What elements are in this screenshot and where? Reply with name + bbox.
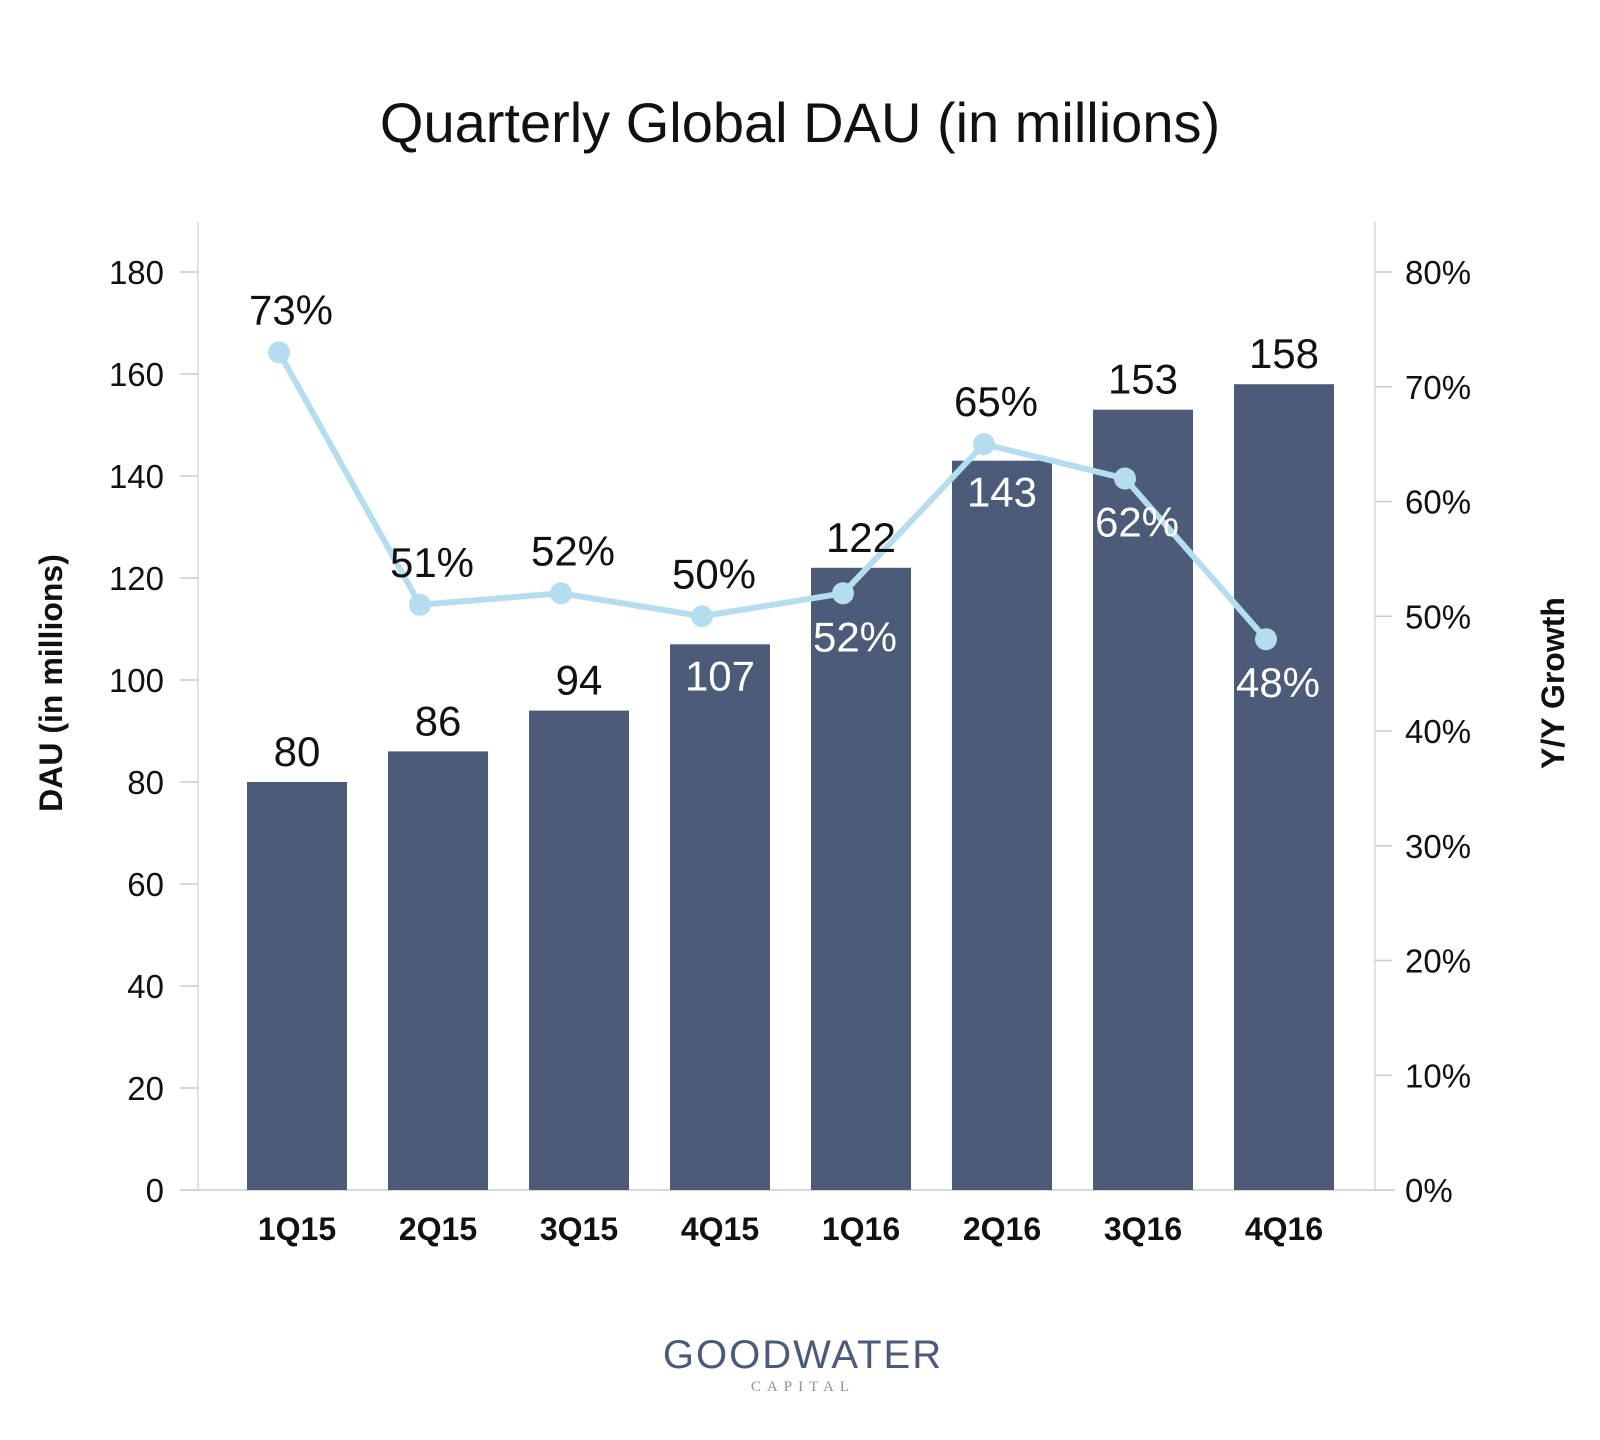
bar [529,710,629,1190]
bar [1234,384,1334,1190]
x-tick-label: 4Q16 [1245,1211,1323,1247]
bar-series [247,384,1334,1190]
bar-value-label: 153 [1108,356,1178,403]
growth-value-label: 73% [249,286,333,333]
bar-value-label: 80 [274,728,321,775]
growth-value-label: 51% [390,539,474,586]
logo-name: GOODWATER [663,1333,943,1377]
right-tick-label: 30% [1405,828,1471,865]
right-tick-label: 60% [1405,484,1471,521]
bar-value-label: 122 [826,514,896,561]
chart-title: Quarterly Global DAU (in millions) [380,91,1220,154]
bar-value-label: 158 [1249,330,1319,377]
right-axis-ticks: 0% 10% 20% 30% 40% 50% 60% 70% 80% [1375,254,1471,1209]
right-tick-label: 40% [1405,713,1471,750]
growth-point [832,582,854,605]
x-tick-label: 1Q16 [822,1211,900,1247]
bar-value-label: 143 [967,469,1037,516]
right-tick-label: 20% [1405,943,1471,980]
x-tick-label: 2Q16 [963,1211,1041,1247]
growth-point [550,582,572,605]
x-tick-label: 4Q15 [681,1211,759,1247]
bar [388,751,488,1190]
bar-value-label: 94 [556,657,603,704]
growth-point [1255,628,1277,651]
right-tick-label: 0% [1405,1172,1453,1209]
bar-value-label: 107 [685,652,755,699]
left-axis-ticks: 0 20 40 60 80 100 120 140 160 180 [109,254,198,1209]
right-tick-label: 50% [1405,598,1471,635]
x-tick-label: 2Q15 [399,1211,477,1247]
left-tick-label: 20 [127,1070,164,1107]
growth-value-label: 48% [1236,659,1320,706]
x-tick-label: 3Q16 [1104,1211,1182,1247]
growth-value-label: 65% [954,378,1038,425]
growth-line [276,350,1269,642]
growth-line-series: 80 86 94 107 122 143 153 158 73% 51% 52% 50% 52% 65% 6… [249,286,1320,775]
right-tick-label: 70% [1405,369,1471,406]
growth-value-label: 50% [672,550,756,597]
bar [952,460,1052,1190]
left-axis-title: DAU (in millions) [33,554,69,812]
bar [247,782,347,1190]
bar-value-label: 86 [415,697,462,744]
growth-value-label: 62% [1095,499,1179,546]
left-tick-label: 140 [109,458,164,495]
right-tick-label: 10% [1405,1057,1471,1094]
growth-point [1114,467,1136,490]
left-tick-label: 120 [109,560,164,597]
logo-subtitle: CAPITAL [751,1379,855,1395]
growth-point [691,605,713,628]
right-axis-title: Y/Y Growth [1535,597,1571,769]
growth-value-label: 52% [813,613,897,660]
x-tick-label: 3Q15 [540,1211,618,1247]
growth-value-label: 52% [531,527,615,574]
growth-point [973,433,995,456]
x-axis-categories: 1Q15 2Q15 3Q15 4Q15 1Q16 2Q16 3Q16 4Q16 [258,1211,1323,1247]
growth-point [409,593,431,616]
right-tick-label: 80% [1405,254,1471,291]
left-tick-label: 160 [109,356,164,393]
left-tick-label: 80 [127,764,164,801]
bar [670,644,770,1190]
growth-point [268,341,290,364]
left-tick-label: 180 [109,254,164,291]
left-tick-label: 60 [127,866,164,903]
bar [811,567,911,1190]
left-tick-label: 40 [127,968,164,1005]
left-tick-label: 0 [146,1172,164,1209]
x-tick-label: 1Q15 [258,1211,336,1247]
left-tick-label: 100 [109,662,164,699]
